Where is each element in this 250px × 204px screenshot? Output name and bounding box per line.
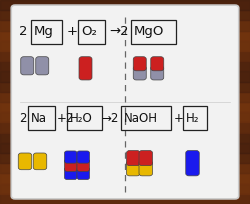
Bar	[0, 82, 250, 92]
FancyBboxPatch shape	[77, 167, 90, 180]
Text: +2: +2	[56, 112, 74, 125]
FancyBboxPatch shape	[64, 151, 77, 163]
Bar	[0, 51, 250, 61]
Bar	[0, 10, 250, 20]
Bar	[0, 61, 250, 71]
Text: 2: 2	[19, 25, 27, 38]
Text: →2: →2	[101, 112, 119, 125]
FancyBboxPatch shape	[139, 151, 152, 166]
Text: MgO: MgO	[134, 25, 164, 38]
Text: H₂: H₂	[186, 112, 200, 125]
Bar	[0, 20, 250, 31]
Bar	[0, 194, 250, 204]
Text: NaOH: NaOH	[124, 112, 158, 125]
FancyBboxPatch shape	[36, 57, 49, 75]
Text: 2: 2	[19, 112, 26, 125]
FancyBboxPatch shape	[64, 167, 77, 180]
Bar	[0, 133, 250, 143]
Bar	[0, 71, 250, 82]
Bar	[0, 31, 250, 41]
Bar	[0, 112, 250, 122]
FancyBboxPatch shape	[151, 66, 164, 80]
Bar	[0, 143, 250, 153]
FancyBboxPatch shape	[77, 159, 90, 171]
Text: +: +	[66, 25, 77, 38]
Bar	[0, 153, 250, 163]
Bar	[0, 122, 250, 133]
FancyBboxPatch shape	[11, 5, 239, 199]
FancyBboxPatch shape	[126, 151, 140, 166]
Bar	[0, 102, 250, 112]
Bar	[0, 173, 250, 184]
FancyBboxPatch shape	[18, 153, 32, 170]
FancyBboxPatch shape	[151, 57, 164, 71]
FancyBboxPatch shape	[139, 161, 152, 176]
Text: +: +	[174, 112, 184, 125]
FancyBboxPatch shape	[21, 57, 34, 75]
Bar	[0, 92, 250, 102]
FancyBboxPatch shape	[126, 161, 140, 176]
FancyBboxPatch shape	[64, 159, 77, 171]
FancyBboxPatch shape	[186, 151, 199, 176]
Bar	[0, 184, 250, 194]
Bar	[0, 41, 250, 51]
FancyBboxPatch shape	[133, 66, 146, 80]
Text: Mg: Mg	[34, 25, 54, 38]
Text: →2: →2	[109, 25, 128, 38]
Text: Na: Na	[31, 112, 47, 125]
FancyBboxPatch shape	[79, 57, 92, 80]
Text: O₂: O₂	[81, 25, 97, 38]
Bar	[0, 163, 250, 173]
FancyBboxPatch shape	[77, 151, 90, 163]
Bar	[0, 0, 250, 10]
FancyBboxPatch shape	[133, 57, 146, 71]
Text: H₂O: H₂O	[70, 112, 92, 125]
FancyBboxPatch shape	[33, 153, 47, 170]
